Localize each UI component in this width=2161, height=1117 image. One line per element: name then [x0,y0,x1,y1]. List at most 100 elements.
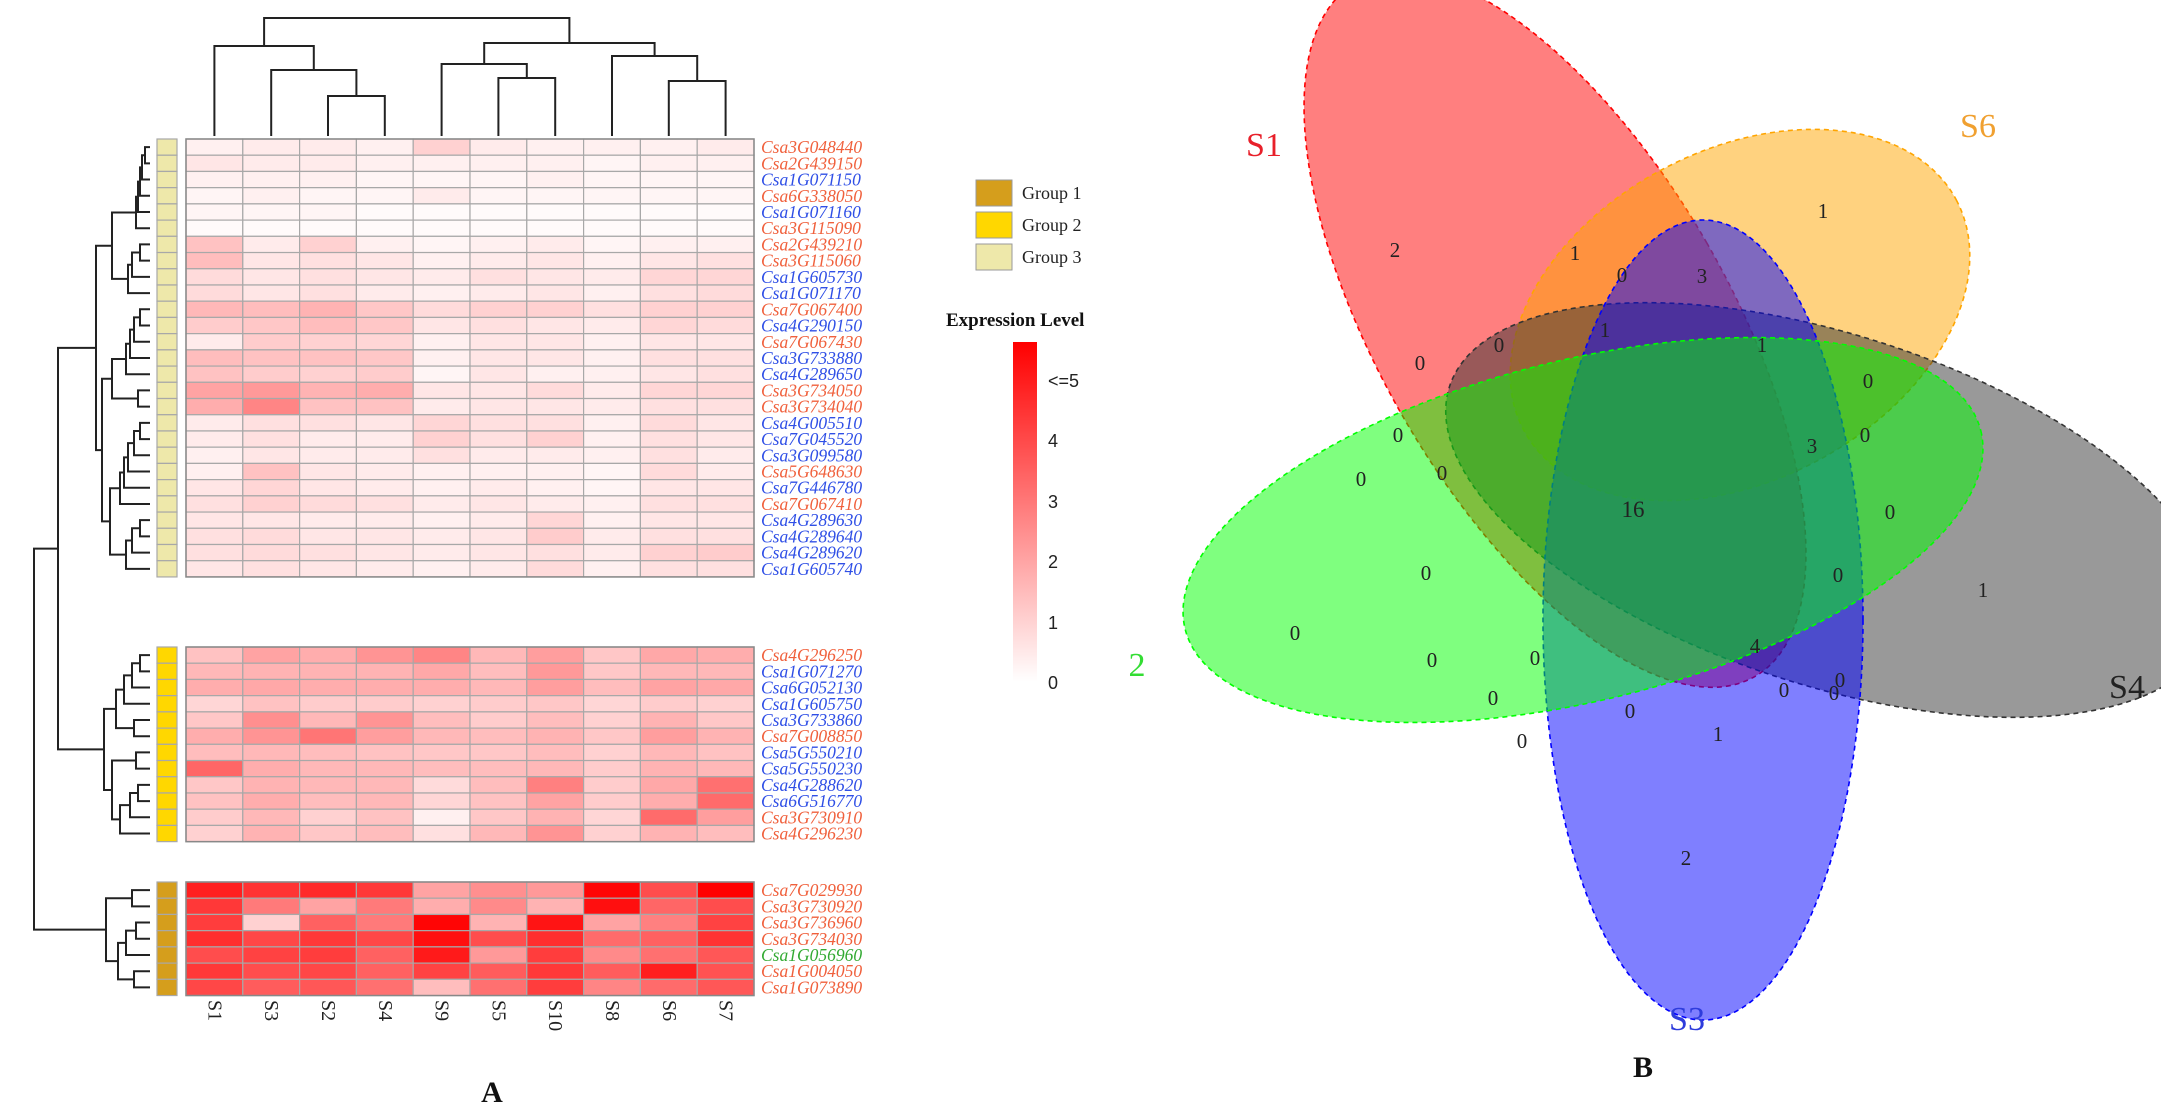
heatmap-cell [696,978,755,997]
heatmap-cell [185,759,244,778]
heatmap-cell [355,316,414,335]
heatmap-cell [185,235,244,254]
gene-label: Csa3G115090 [761,218,861,238]
row-dendrogram-branch [139,243,150,262]
heatmap-cell [185,479,244,497]
heatmap-cell [242,759,301,778]
heatmap-cell [469,430,528,448]
heatmap-cell [299,776,358,794]
heatmap-cell [639,962,698,980]
group-bar-cell [156,527,178,546]
row-dendrogram-branch [135,921,150,940]
heatmap-cell [639,479,698,497]
group-bar-cell [156,543,178,562]
gene-label: Csa1G004050 [761,961,862,981]
gene-label: Csa4G290150 [761,316,862,336]
heatmap-cell [242,543,301,562]
group-bar-cell [156,397,178,416]
heatmap-cell [526,495,585,513]
heatmap-cell [469,300,528,319]
column-dendrogram-branch [440,63,528,136]
row-dendrogram-branch [144,146,150,165]
group-bar-cell [156,946,178,964]
heatmap-cell [582,333,641,351]
heatmap-cell [696,792,755,810]
heatmap-cell [526,300,585,319]
group-bar-cell [156,678,178,697]
color-scale-title: Expression Level [946,310,1084,331]
heatmap-cell [582,187,641,205]
heatmap-cell [696,365,755,383]
heatmap-cell [299,187,358,205]
heatmap-cell [299,495,358,513]
venn-set-labels: S1 S6 S4 S3 2 [1129,108,2145,1038]
heatmap-cell [639,414,698,432]
heatmap-cell [242,727,301,745]
heatmap-cell [299,365,358,383]
heatmap-cell [582,430,641,448]
heatmap-cell [242,881,301,899]
heatmap-cell [355,300,414,319]
group-bar-cell [156,978,178,997]
heatmap-cell [355,381,414,400]
group-bar-cell [156,251,178,270]
heatmap-cell [185,300,244,319]
gene-label: Csa3G733860 [761,710,862,730]
heatmap-cell [582,743,641,762]
heatmap-cell [696,495,755,513]
heatmap-cell [582,527,641,546]
group-bar-cell [156,824,178,843]
heatmap-cell [582,251,641,270]
heatmap-cell [412,414,471,432]
row-dendrogram-branch [133,316,150,343]
heatmap-cell [355,978,414,997]
row-dendrogram-branch [137,783,150,803]
row-dendrogram-branch [139,519,150,538]
gene-label: Csa2G439210 [761,234,862,254]
heatmap-cell [299,414,358,432]
heatmap-cell [526,203,585,221]
heatmap-cell [299,300,358,319]
heatmap-cell [185,284,244,302]
row-dendrogram-branch [133,429,150,457]
heatmap-cell [582,300,641,319]
heatmap-cell [469,219,528,237]
heatmap-cell [469,511,528,529]
heatmap-cell [242,662,301,681]
venn-region-count: 1 [1600,318,1611,342]
group-bar-cell [156,695,178,713]
group-bar-cell [156,792,178,810]
heatmap-cell [469,284,528,302]
gene-label: Csa4G005510 [761,413,862,433]
heatmap-cell [696,138,755,156]
heatmap-cell [299,897,358,916]
heatmap-cell [469,946,528,964]
heatmap-cell [412,678,471,697]
heatmap-cell [185,381,244,400]
group-bar-cell [156,203,178,221]
heatmap-cell [299,219,358,237]
heatmap-cell [412,560,471,578]
heatmap-cell [469,251,528,270]
heatmap-block-outline [185,138,755,578]
heatmap-cell [696,219,755,237]
heatmap-cell [412,881,471,899]
heatmap-cell [185,446,244,464]
sample-label: S1 [203,1000,225,1021]
heatmap-cell [696,187,755,205]
heatmap-cell [526,187,585,205]
gene-label: Csa7G067410 [761,494,862,514]
heatmap-cell [639,511,698,529]
heatmap-cell [696,511,755,529]
heatmap-cell [526,154,585,173]
group-bar-cell [156,381,178,400]
heatmap-cell [185,560,244,578]
heatmap-cell [696,333,755,351]
venn-region-count: 0 [1530,646,1541,670]
group-bar-cell [156,333,178,351]
heatmap-cell [582,946,641,964]
heatmap-cell [299,397,358,416]
heatmap-cell [299,646,358,664]
heatmap-cell [696,711,755,729]
heatmap-cell [469,930,528,948]
